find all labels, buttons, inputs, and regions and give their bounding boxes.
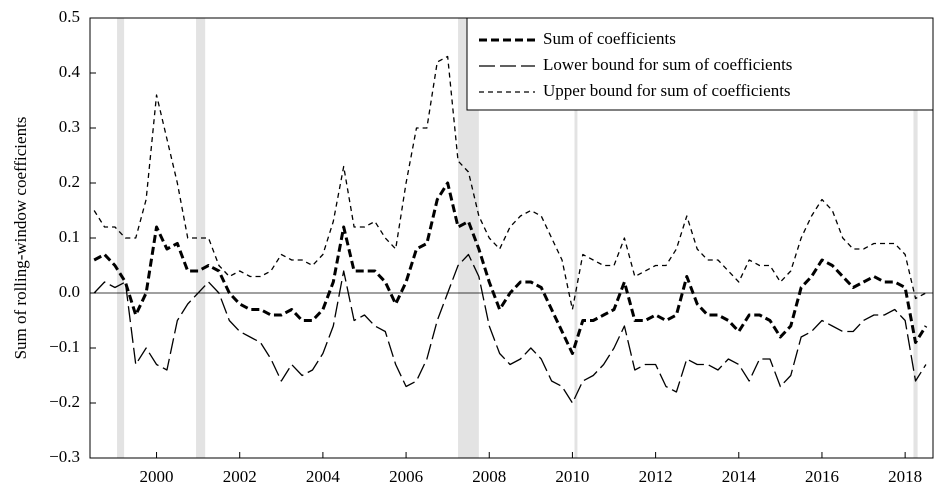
- shaded-region: [913, 18, 918, 458]
- shaded-region: [196, 18, 206, 458]
- x-tick-label: 2002: [223, 467, 257, 486]
- x-tick-label: 2014: [722, 467, 757, 486]
- x-tick-label: 2004: [306, 467, 341, 486]
- y-tick-label: 0.2: [59, 172, 80, 191]
- shaded-region: [458, 18, 479, 458]
- y-tick-label: −0.1: [49, 337, 80, 356]
- shaded-region: [117, 18, 125, 458]
- y-tick-label: 0.1: [59, 227, 80, 246]
- legend-box: [466, 17, 934, 111]
- x-tick-label: 2000: [140, 467, 174, 486]
- legend-label: Upper bound for sum of coefficients: [543, 81, 791, 100]
- x-tick-label: 2016: [805, 467, 839, 486]
- x-tick-label: 2010: [555, 467, 589, 486]
- shaded-region: [574, 18, 578, 458]
- x-tick-label: 2008: [472, 467, 506, 486]
- y-tick-label: 0.5: [59, 7, 80, 26]
- y-tick-label: −0.3: [49, 447, 80, 466]
- series-line: [93, 55, 927, 311]
- legend-label: Lower bound for sum of coefficients: [543, 55, 792, 74]
- series-line: [93, 253, 927, 404]
- series-line: [93, 181, 928, 355]
- y-axis-label: Sum of rolling-window coefficients: [11, 117, 30, 360]
- y-tick-label: 0.3: [59, 117, 80, 136]
- legend: Sum of coefficients Lower bound for sum o…: [466, 17, 934, 111]
- y-tick-label: 0.0: [59, 282, 80, 301]
- x-tick-label: 2012: [639, 467, 673, 486]
- y-tick-label: −0.2: [49, 392, 80, 411]
- legend-label: Sum of coefficients: [543, 29, 676, 48]
- x-tick-label: 2006: [389, 467, 423, 486]
- x-tick-label: 2018: [888, 467, 922, 486]
- y-tick-label: 0.4: [59, 62, 81, 81]
